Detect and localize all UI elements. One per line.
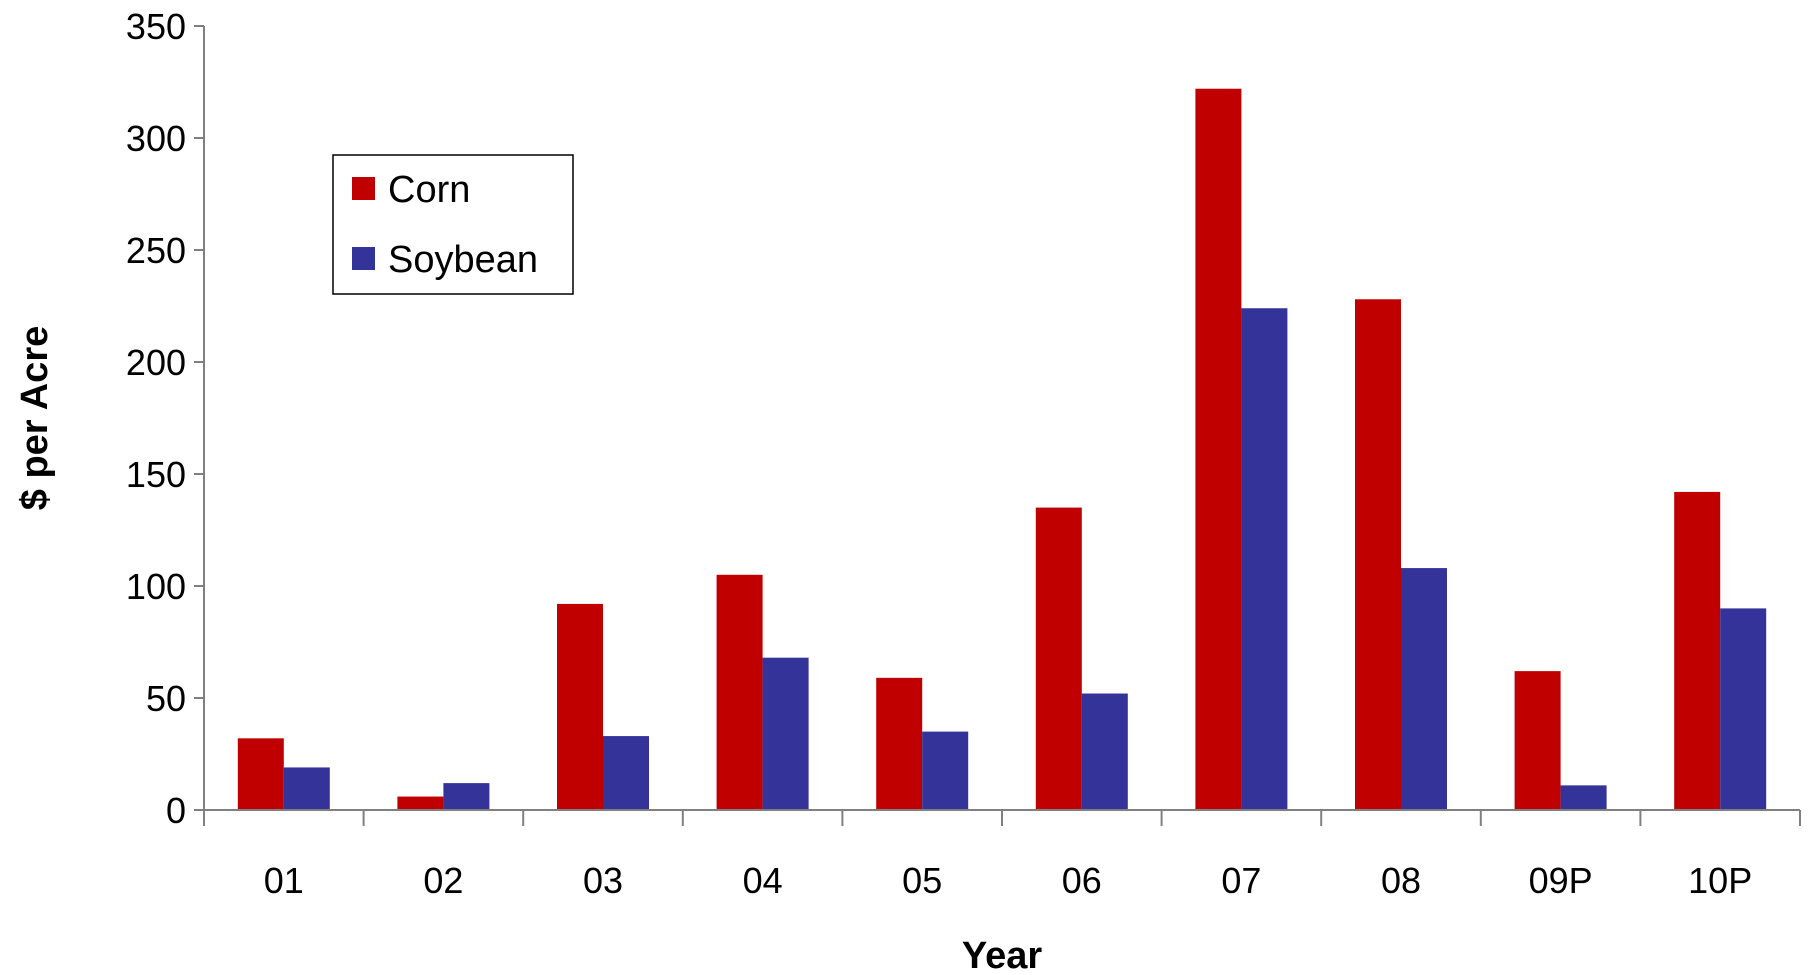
legend-swatch-soybean [352, 247, 375, 270]
bar-corn-04 [716, 574, 763, 810]
legend-label-soybean: Soybean [388, 239, 538, 281]
bar-soybean-08 [1401, 568, 1447, 810]
x-tick-label: 07 [1221, 860, 1261, 901]
bar-soybean-10p [1720, 608, 1767, 810]
x-ticks-group: 01 02 03 04 05 06 07 08 09P 10P [203, 810, 1801, 901]
bar-soybean-06 [1081, 693, 1128, 810]
bar-soybean-03 [603, 736, 649, 810]
x-tick-label: 08 [1381, 860, 1421, 901]
y-tick-label: 0 [166, 790, 186, 831]
bar-corn-03 [557, 603, 603, 810]
bar-corn-08 [1355, 299, 1401, 810]
bar-corn-01 [237, 738, 284, 810]
x-tick-label: 06 [1062, 860, 1102, 901]
bar-corn-10p [1674, 491, 1721, 810]
bar-soybean-02 [443, 783, 490, 810]
y-tick-label: 50 [146, 678, 186, 719]
bar-soybean-04 [762, 657, 809, 810]
bar-soybean-07 [1241, 308, 1288, 810]
legend-label-corn: Corn [388, 169, 470, 211]
bar-soybean-01 [283, 767, 330, 810]
bar-corn-09p [1514, 671, 1561, 810]
x-tick-label: 09P [1529, 860, 1593, 901]
y-tick-label: 200 [126, 342, 186, 383]
x-tick-label: 03 [583, 860, 623, 901]
x-tick-label: 04 [743, 860, 783, 901]
bar-soybean-05 [922, 731, 969, 810]
y-ticks-group: 0 50 100 150 200 250 300 350 [126, 6, 204, 831]
y-tick-label: 350 [126, 6, 186, 47]
bar-corn-05 [876, 677, 923, 810]
bar-soybean-09p [1560, 785, 1607, 810]
x-tick-label: 05 [902, 860, 942, 901]
bars-group [237, 88, 1767, 811]
y-tick-label: 150 [126, 454, 186, 495]
bar-corn-02 [397, 796, 444, 810]
y-tick-label: 100 [126, 566, 186, 607]
x-axis-title: Year [962, 935, 1043, 975]
x-tick-label: 01 [264, 860, 304, 901]
legend-swatch-corn [352, 177, 375, 200]
x-tick-label: 02 [423, 860, 463, 901]
y-tick-label: 250 [126, 230, 186, 271]
legend: Corn Soybean [332, 154, 574, 295]
bar-corn-06 [1035, 507, 1082, 810]
y-axis-title: $ per Acre [14, 326, 56, 510]
x-tick-label: 10P [1688, 860, 1752, 901]
bar-corn-07 [1195, 88, 1242, 811]
y-tick-label: 300 [126, 118, 186, 159]
